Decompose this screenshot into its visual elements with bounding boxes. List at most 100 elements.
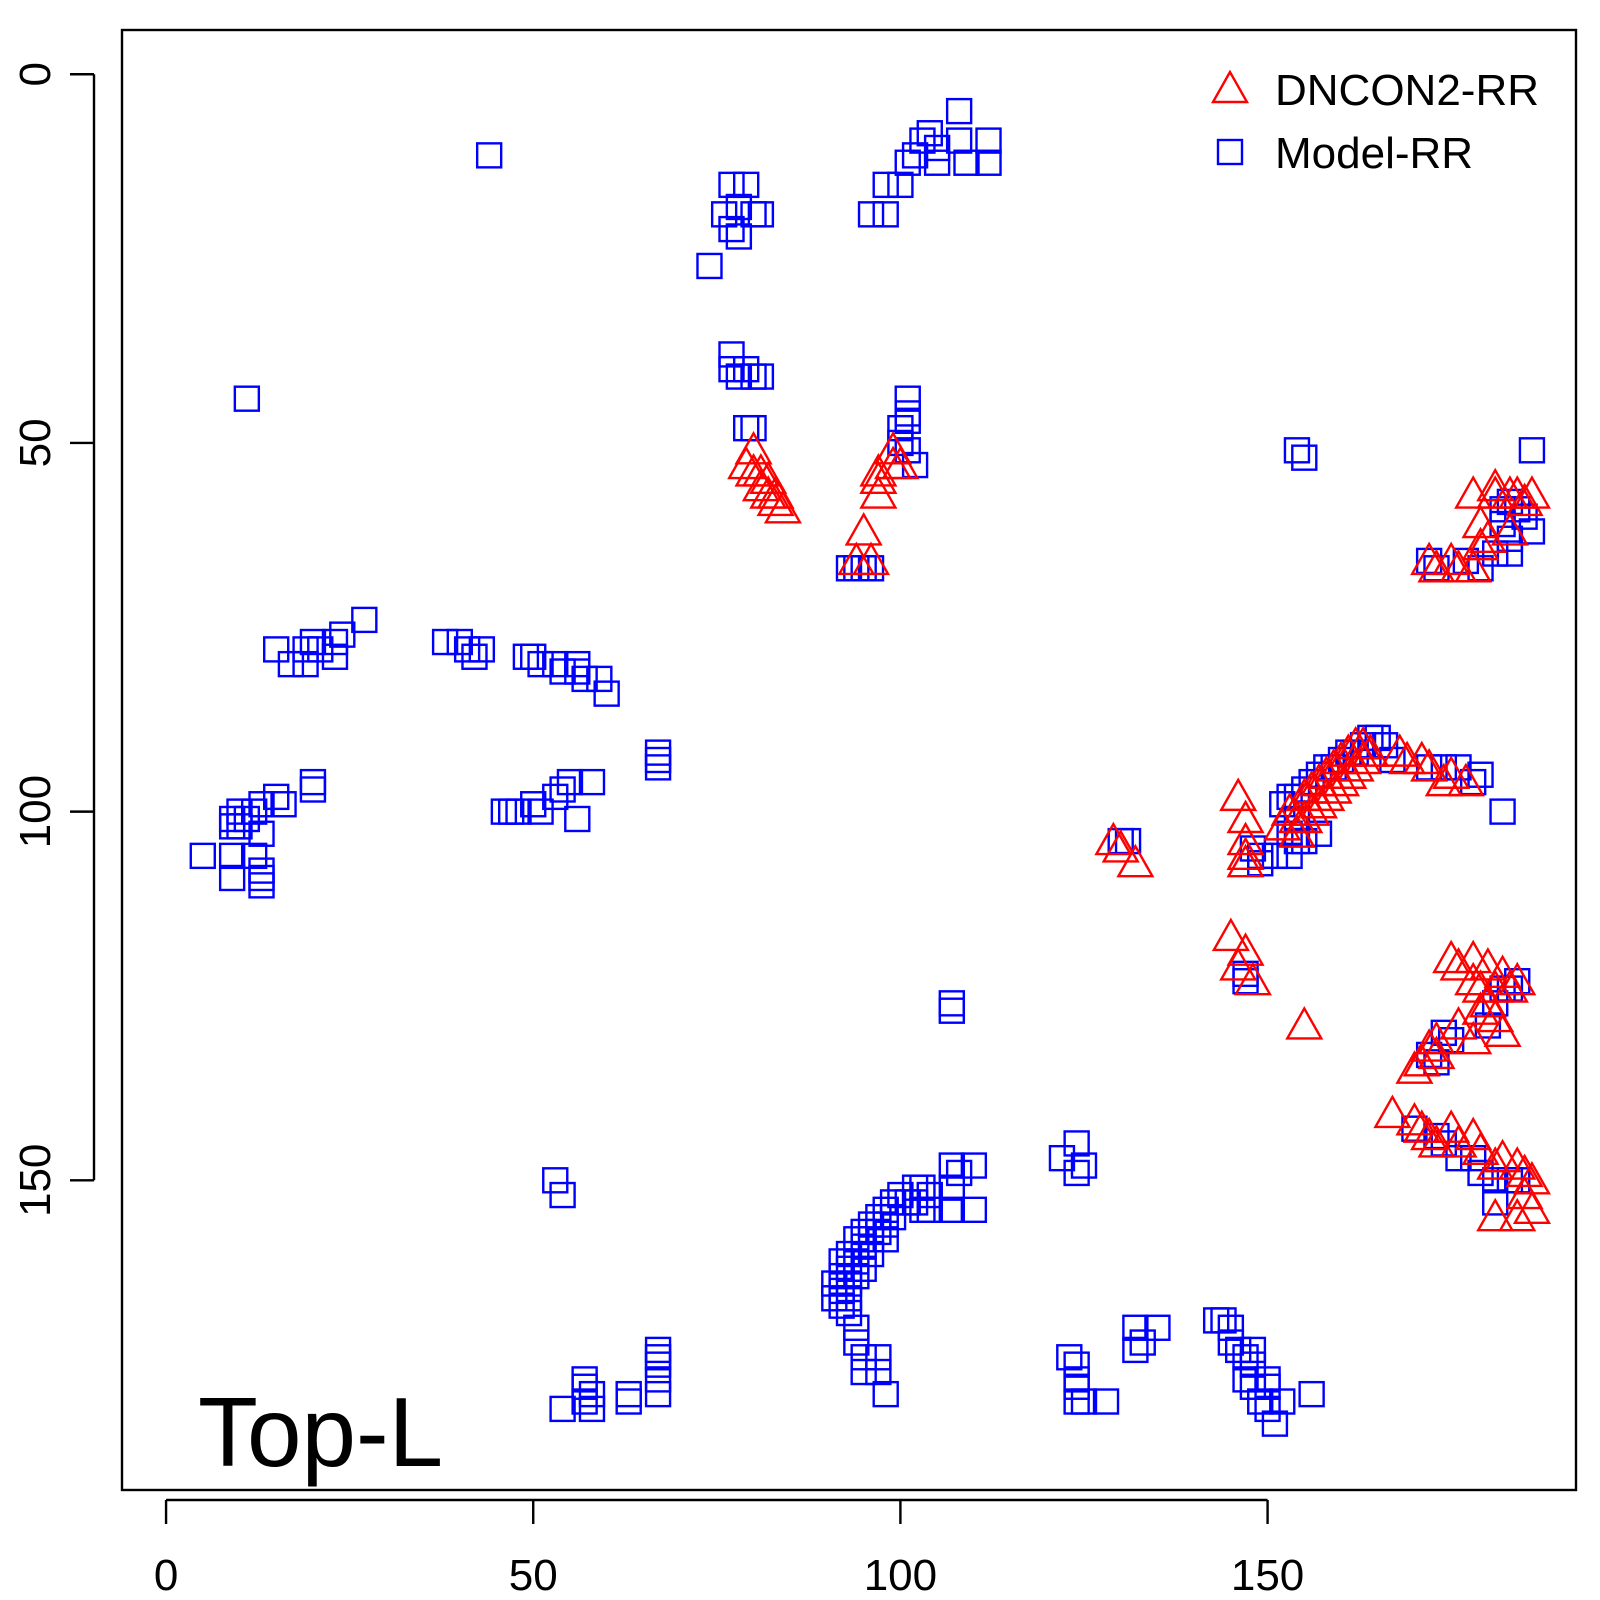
dncon2-rr-point <box>1226 843 1265 878</box>
dncon2-rr-point <box>1490 969 1529 1003</box>
model-rr-point <box>1063 1388 1090 1415</box>
model-rr-point <box>835 1240 863 1268</box>
model-rr-point <box>857 1240 885 1268</box>
dncon2-rr-point <box>1490 511 1529 546</box>
model-rr-point <box>938 1152 966 1179</box>
dncon2-rr-point <box>1219 777 1258 812</box>
model-rr-point <box>512 643 540 670</box>
model-rr-point <box>747 201 775 228</box>
model-rr-point <box>725 193 753 221</box>
dncon2-rr-point <box>851 541 891 576</box>
dncon2-rr-point <box>1226 799 1265 834</box>
model-rr-point <box>453 636 481 663</box>
dncon2-rr-point <box>1512 475 1551 509</box>
model-rr-point <box>1122 1336 1149 1364</box>
model-rr-point <box>718 355 745 383</box>
model-rr-point <box>718 341 745 368</box>
dncon2-rr-point <box>1402 740 1441 775</box>
y-tick-label: 50 <box>11 418 60 467</box>
model-rr-point <box>909 1174 936 1201</box>
dncon2-rr-point <box>1476 1146 1515 1180</box>
legend-item: Model-RR <box>1216 129 1473 178</box>
model-rr-point <box>431 628 459 656</box>
dncon2-rr-point <box>1094 821 1133 856</box>
model-rr-point <box>872 1380 899 1408</box>
model-rr-point <box>938 990 966 1017</box>
y-tick-label: 100 <box>11 775 60 848</box>
model-rr-point <box>218 805 246 833</box>
model-rr-point <box>1122 1314 1149 1341</box>
plot-frame <box>120 28 1578 1492</box>
model-rr-point <box>321 643 349 670</box>
model-rr-point <box>843 1248 870 1275</box>
legend-item: DNCON2-RR <box>1210 66 1539 115</box>
model-rr-point <box>233 385 261 412</box>
model-rr-point <box>1063 1159 1090 1187</box>
model-rr-point <box>843 1262 870 1290</box>
dncon2-rr-point <box>763 489 802 524</box>
model-rr-point <box>1070 1388 1098 1415</box>
model-rr-point <box>1239 1336 1267 1364</box>
model-rr-point <box>615 1380 642 1408</box>
model-rr-point <box>872 1211 899 1238</box>
model-rr-point <box>578 1380 606 1408</box>
dncon2-rr-point <box>1454 548 1493 583</box>
dncon2-rr-point <box>1211 917 1250 952</box>
y-tick-label: 150 <box>11 1144 60 1217</box>
model-rr-point <box>901 1189 929 1216</box>
dncon2-rr-point <box>1395 1050 1434 1084</box>
model-rr-point <box>865 1203 892 1231</box>
model-rr-point <box>233 805 261 833</box>
dncon2-rr-point <box>1454 1020 1493 1055</box>
dncon2-rr-point <box>1454 475 1493 509</box>
dncon2-rr-point <box>1395 1101 1434 1136</box>
dncon2-rr-point <box>741 467 780 502</box>
model-rr-point <box>945 1159 973 1187</box>
model-rr-point <box>1261 1410 1289 1437</box>
model-rr-point <box>263 636 290 663</box>
model-rr-point <box>872 171 899 199</box>
dncon2-rr-point <box>1439 947 1478 981</box>
model-rr-point <box>549 658 576 685</box>
model-rr-point <box>586 665 613 693</box>
model-rr-point <box>542 650 569 678</box>
model-rr-point <box>248 820 275 847</box>
model-rr-point <box>740 363 767 390</box>
dncon2-rr-point <box>1343 740 1383 775</box>
model-rr-point <box>644 1366 672 1393</box>
model-rr-point <box>1518 437 1546 464</box>
model-rr-point <box>505 798 532 825</box>
model-rr-point <box>916 1181 943 1209</box>
model-rr-point <box>975 149 1002 176</box>
model-rr-point <box>975 127 1002 154</box>
y-axis: 0 50 100 150 <box>11 62 96 1217</box>
x-tick-label: 0 <box>154 1551 178 1600</box>
dncon2-rr-point <box>1505 482 1544 517</box>
dncon2-rr-point <box>1410 747 1449 782</box>
model-rr-point <box>857 1211 885 1238</box>
model-rr-point <box>1092 1388 1120 1415</box>
dncon2-rr-point <box>1101 829 1140 863</box>
model-rr-point <box>1482 1189 1509 1216</box>
model-rr-point <box>1225 1336 1252 1364</box>
dncon2-rr-point <box>1483 1138 1522 1173</box>
dncon2-rr-point <box>1380 733 1419 767</box>
model-rr-point <box>835 1285 863 1312</box>
model-rr-point <box>549 776 576 803</box>
model-rr-point <box>542 783 569 811</box>
model-rr-point <box>843 1314 870 1341</box>
x-tick-label: 150 <box>1231 1551 1304 1600</box>
model-rr-point <box>644 1336 672 1364</box>
legend-square-icon <box>1216 138 1244 166</box>
model-rr-point <box>1291 444 1318 471</box>
plot-marks <box>189 97 1551 1437</box>
model-rr-point <box>1276 842 1303 870</box>
dncon2-rr-point <box>1498 1146 1537 1180</box>
model-rr-point <box>909 127 936 154</box>
model-rr-point <box>644 1351 672 1378</box>
model-rr-point <box>850 1358 877 1386</box>
model-rr-point <box>850 1233 877 1260</box>
model-rr-point <box>857 1226 885 1253</box>
model-rr-point <box>520 643 547 670</box>
model-rr-point <box>189 842 216 870</box>
